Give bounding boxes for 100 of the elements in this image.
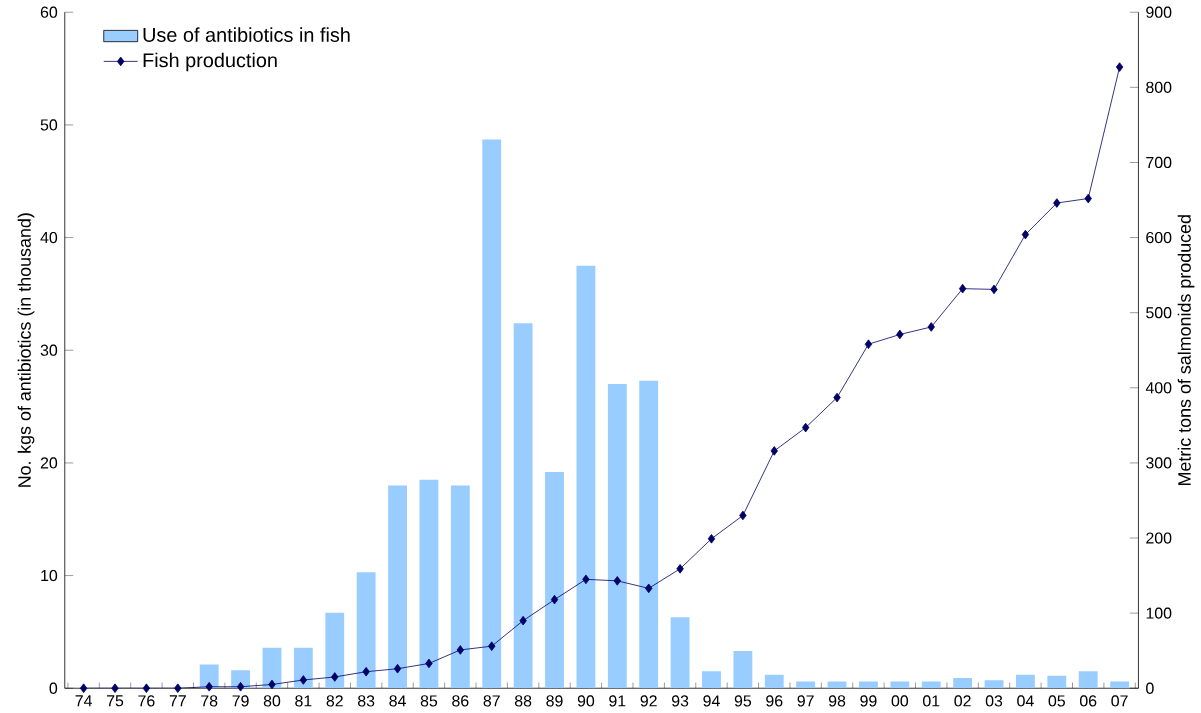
x-tick-label: 04: [1017, 695, 1034, 707]
y-tick-label: 40: [40, 231, 58, 244]
x-tick-label: 99: [860, 695, 877, 707]
bar: [764, 674, 784, 689]
point: [770, 446, 778, 456]
y-tick-label: 20: [40, 457, 58, 469]
point: [739, 510, 747, 521]
x-tick-label: 00: [891, 695, 909, 707]
point: [205, 681, 213, 692]
point: [707, 533, 716, 544]
y-tick-label: 10: [41, 569, 58, 582]
point: [488, 641, 496, 651]
y-tick-label: 30: [40, 344, 58, 356]
point: [142, 683, 151, 693]
y2-tick-label: 900: [1146, 6, 1172, 18]
x-tick-label: 01: [923, 695, 940, 707]
point: [833, 392, 841, 403]
bar: [388, 485, 407, 689]
point: [990, 284, 998, 295]
x-tick-label: 03: [985, 695, 1003, 707]
point: [1053, 198, 1061, 208]
bar: [545, 471, 564, 689]
point: [331, 672, 339, 682]
x-tick-label: 90: [577, 695, 595, 707]
point: [645, 583, 653, 594]
point: [958, 283, 967, 294]
x-tick-label: 97: [797, 695, 814, 707]
point: [927, 322, 935, 332]
y-tick-label: 0: [49, 682, 58, 694]
point: [1115, 62, 1124, 72]
x-tick-label: 81: [295, 695, 312, 707]
point: [676, 563, 684, 574]
y2-tick-label: 100: [1146, 607, 1172, 619]
bar: [702, 671, 721, 689]
bar: [639, 380, 659, 689]
bar: [921, 681, 941, 689]
x-tick-label: 89: [546, 695, 563, 707]
point: [582, 574, 590, 585]
x-tick-label: 86: [452, 695, 469, 707]
bar: [325, 612, 345, 689]
x-tick-label: 06: [1079, 695, 1097, 707]
x-tick-label: 77: [169, 695, 186, 707]
point: [236, 681, 245, 692]
y-tick-label: 60: [40, 6, 58, 18]
y2-tick-label: 500: [1146, 306, 1172, 319]
point: [1084, 193, 1092, 204]
x-tick-label: 07: [1111, 695, 1128, 707]
point: [111, 683, 119, 693]
bar: [827, 681, 847, 689]
bar: [419, 479, 439, 689]
x-tick-label: 98: [828, 695, 846, 707]
bar: [984, 680, 1004, 689]
x-tick-label: 76: [138, 695, 155, 707]
bar: [859, 681, 878, 689]
x-tick-label: 05: [1048, 695, 1065, 707]
bar: [1016, 674, 1035, 689]
point: [550, 594, 559, 605]
x-tick-label: 94: [703, 695, 720, 707]
point: [864, 339, 873, 349]
x-tick-label: 84: [389, 695, 406, 707]
bar: [796, 681, 816, 689]
bar: [450, 485, 470, 689]
x-tick-label: 82: [326, 695, 343, 707]
y2-tick-label: 800: [1146, 81, 1172, 93]
x-tick-label: 02: [954, 695, 971, 707]
x-tick-label: 93: [671, 695, 689, 707]
legend-label: Fish production: [143, 52, 277, 72]
bar: [890, 681, 910, 689]
point: [456, 645, 465, 655]
point: [174, 683, 182, 693]
y2-tick-label: 400: [1145, 382, 1172, 394]
x-tick-label: 83: [357, 695, 375, 707]
bar: [1078, 671, 1098, 689]
x-tick-label: 74: [75, 695, 92, 707]
bar: [1110, 681, 1130, 689]
bar: [733, 650, 753, 689]
point: [613, 575, 621, 586]
y2-tick-label: 700: [1146, 156, 1172, 169]
y-tick-label: 50: [40, 119, 58, 131]
y-axis-title: No. kgs of antibiotics (in thousand): [17, 213, 35, 487]
point: [801, 422, 810, 433]
bar: [953, 678, 973, 689]
bar: [482, 139, 502, 689]
x-tick-label: 78: [201, 695, 218, 707]
point: [1021, 229, 1030, 240]
x-tick-label: 80: [263, 695, 281, 707]
bar: [293, 647, 313, 689]
point: [362, 666, 370, 677]
bar: [1047, 675, 1067, 689]
x-tick-label: 88: [514, 695, 532, 707]
point: [896, 329, 904, 340]
bar: [513, 323, 533, 689]
x-tick-label: 96: [766, 695, 783, 707]
point: [268, 679, 276, 690]
bar: [607, 383, 627, 689]
bar: [356, 572, 376, 689]
x-tick-label: 75: [106, 695, 124, 707]
x-tick-label: 91: [609, 695, 626, 707]
point: [393, 663, 402, 674]
y2-axis-title: Metric tons of salmonids produced: [1177, 215, 1195, 485]
